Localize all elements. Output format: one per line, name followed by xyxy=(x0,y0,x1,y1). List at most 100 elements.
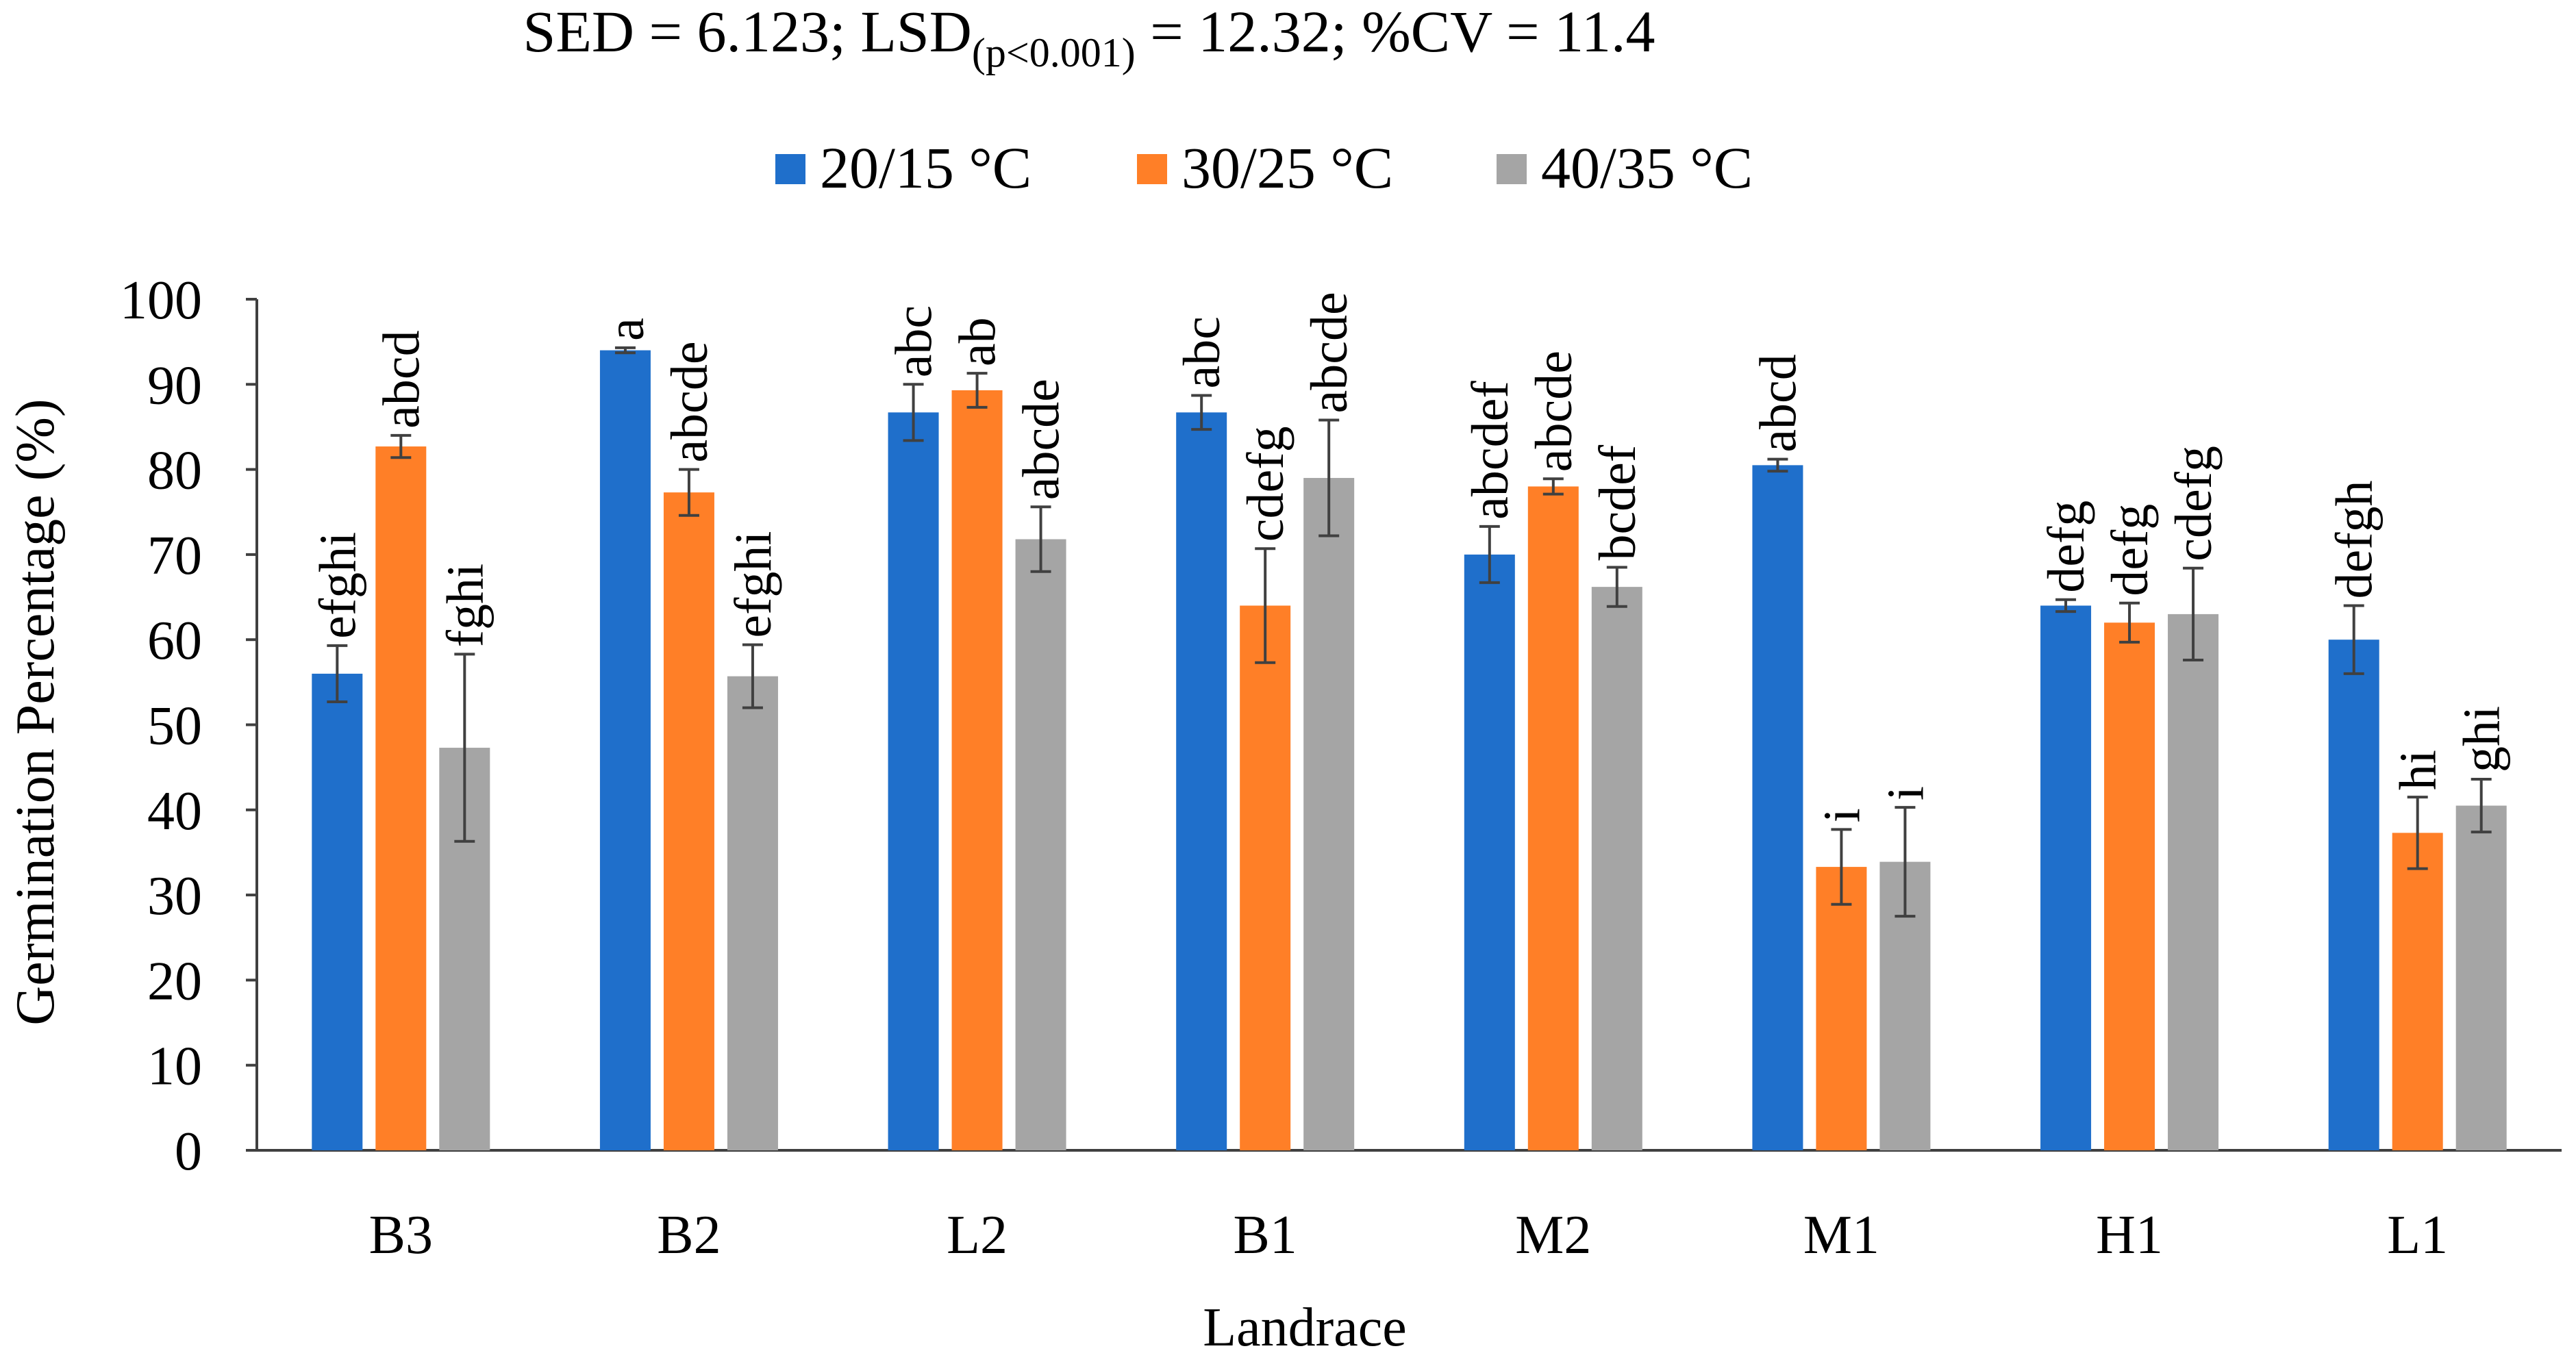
significance-letter: cdefg xyxy=(2165,446,2223,561)
chart-title: SED = 6.123; LSD(p<0.001) = 12.32; %CV =… xyxy=(523,0,1655,75)
significance-letter: abcde xyxy=(1013,379,1071,500)
error-bar xyxy=(1606,566,1627,608)
error-bar xyxy=(903,383,924,442)
bar xyxy=(2392,833,2443,1150)
legend-item: 40/35 °C xyxy=(1497,135,1753,201)
error-bar xyxy=(1542,477,1564,496)
bar xyxy=(599,350,651,1151)
x-tick-label: L1 xyxy=(2387,1205,2448,1265)
bar xyxy=(1240,605,1291,1150)
significance-letter: i xyxy=(1877,786,1934,800)
y-tick-label: 0 xyxy=(175,1122,202,1182)
significance-letter: defg xyxy=(2038,501,2095,593)
legend-label: 20/15 °C xyxy=(820,135,1031,201)
y-tick-label: 30 xyxy=(147,866,202,926)
significance-letter: efghi xyxy=(725,531,782,638)
bar xyxy=(727,676,778,1150)
bar xyxy=(2455,805,2507,1150)
error-bar xyxy=(678,468,699,517)
error-bar xyxy=(1767,457,1788,473)
bar xyxy=(1303,478,1355,1150)
significance-letter: abc xyxy=(1173,316,1231,388)
error-bar xyxy=(2183,566,2204,662)
error-bar xyxy=(1479,524,1500,584)
significance-letter: abcdef xyxy=(1462,381,1519,520)
error-bar xyxy=(2119,601,2140,644)
legend-swatch xyxy=(1137,154,1167,184)
bar xyxy=(1591,587,1642,1150)
y-tick-label: 40 xyxy=(147,781,202,842)
y-tick-label: 80 xyxy=(147,441,202,501)
error-bar xyxy=(1318,418,1340,537)
error-bar xyxy=(1191,394,1212,431)
legend-item: 20/15 °C xyxy=(775,135,1031,201)
y-tick-label: 60 xyxy=(147,611,202,671)
significance-letter: abcde xyxy=(1301,292,1358,413)
significance-letter: ghi xyxy=(2453,706,2511,772)
x-axis-label: Landrace xyxy=(1203,1298,1407,1358)
error-bar xyxy=(390,433,412,459)
bar xyxy=(1176,412,1227,1150)
significance-letter: bcdef xyxy=(1589,444,1647,560)
error-bar xyxy=(1255,547,1276,664)
error-bar xyxy=(1895,806,1916,918)
significance-letter: abcde xyxy=(661,341,718,462)
legend: 20/15 °C 30/25 °C 40/35 °C xyxy=(775,135,1753,201)
y-tick-label: 100 xyxy=(120,270,202,331)
bar xyxy=(375,446,427,1150)
y-tick-label: 90 xyxy=(147,355,202,416)
error-bar xyxy=(966,372,988,409)
bar xyxy=(663,492,714,1150)
significance-letter: abc xyxy=(886,305,943,377)
x-tick-label: B2 xyxy=(657,1205,721,1265)
legend-item: 30/25 °C xyxy=(1137,135,1393,201)
bar xyxy=(1464,554,1515,1150)
bar xyxy=(888,412,939,1150)
bar xyxy=(312,673,363,1150)
legend-label: 30/25 °C xyxy=(1181,135,1393,201)
error-bar xyxy=(2343,604,2364,675)
error-bar xyxy=(742,643,763,709)
x-tick-label: H1 xyxy=(2096,1205,2163,1265)
error-bar xyxy=(2471,778,2492,834)
y-axis: 0 10 20 30 40 50 60 70 80 90 100 xyxy=(120,270,258,1182)
error-bar xyxy=(1030,505,1051,573)
significance-letter: fghi xyxy=(436,564,494,647)
error-bar xyxy=(2055,598,2077,614)
bar xyxy=(1015,539,1066,1150)
bar xyxy=(2328,640,2379,1150)
significance-letter: i xyxy=(1813,808,1871,822)
significance-letter: cdefg xyxy=(1237,426,1295,542)
error-bar xyxy=(454,653,475,843)
bar xyxy=(1816,867,1867,1150)
significance-letter: ab xyxy=(949,317,1007,366)
x-tick-label: B1 xyxy=(1234,1205,1297,1265)
error-bar xyxy=(2407,796,2428,870)
y-tick-label: 10 xyxy=(147,1037,202,1097)
bar xyxy=(951,390,1003,1150)
significance-letter: abcd xyxy=(373,330,430,428)
y-tick-label: 70 xyxy=(147,526,202,586)
legend-label: 40/35 °C xyxy=(1541,135,1753,201)
x-tick-label: M2 xyxy=(1515,1205,1591,1265)
bar xyxy=(1752,465,1803,1150)
y-axis-label: Germination Percentage (%) xyxy=(5,399,66,1025)
x-tick-label: M1 xyxy=(1803,1205,1879,1265)
significance-letter: a xyxy=(597,318,655,341)
significance-letter: defgh xyxy=(2326,480,2384,598)
bar xyxy=(2168,614,2219,1150)
significance-letter: efghi xyxy=(309,532,366,639)
x-tick-label: L2 xyxy=(947,1205,1008,1265)
significance-letter: abcd xyxy=(1749,354,1807,452)
x-tick-label: B3 xyxy=(369,1205,433,1265)
error-bar xyxy=(614,346,636,355)
bar xyxy=(2040,605,2092,1150)
bar xyxy=(2104,622,2155,1150)
significance-letter: abcde xyxy=(1525,351,1583,472)
error-bar xyxy=(1831,828,1852,906)
y-tick-label: 50 xyxy=(147,696,202,757)
x-axis: B3 B2 L2 B1 M2 M1 H1 L1 xyxy=(257,1149,2562,1265)
